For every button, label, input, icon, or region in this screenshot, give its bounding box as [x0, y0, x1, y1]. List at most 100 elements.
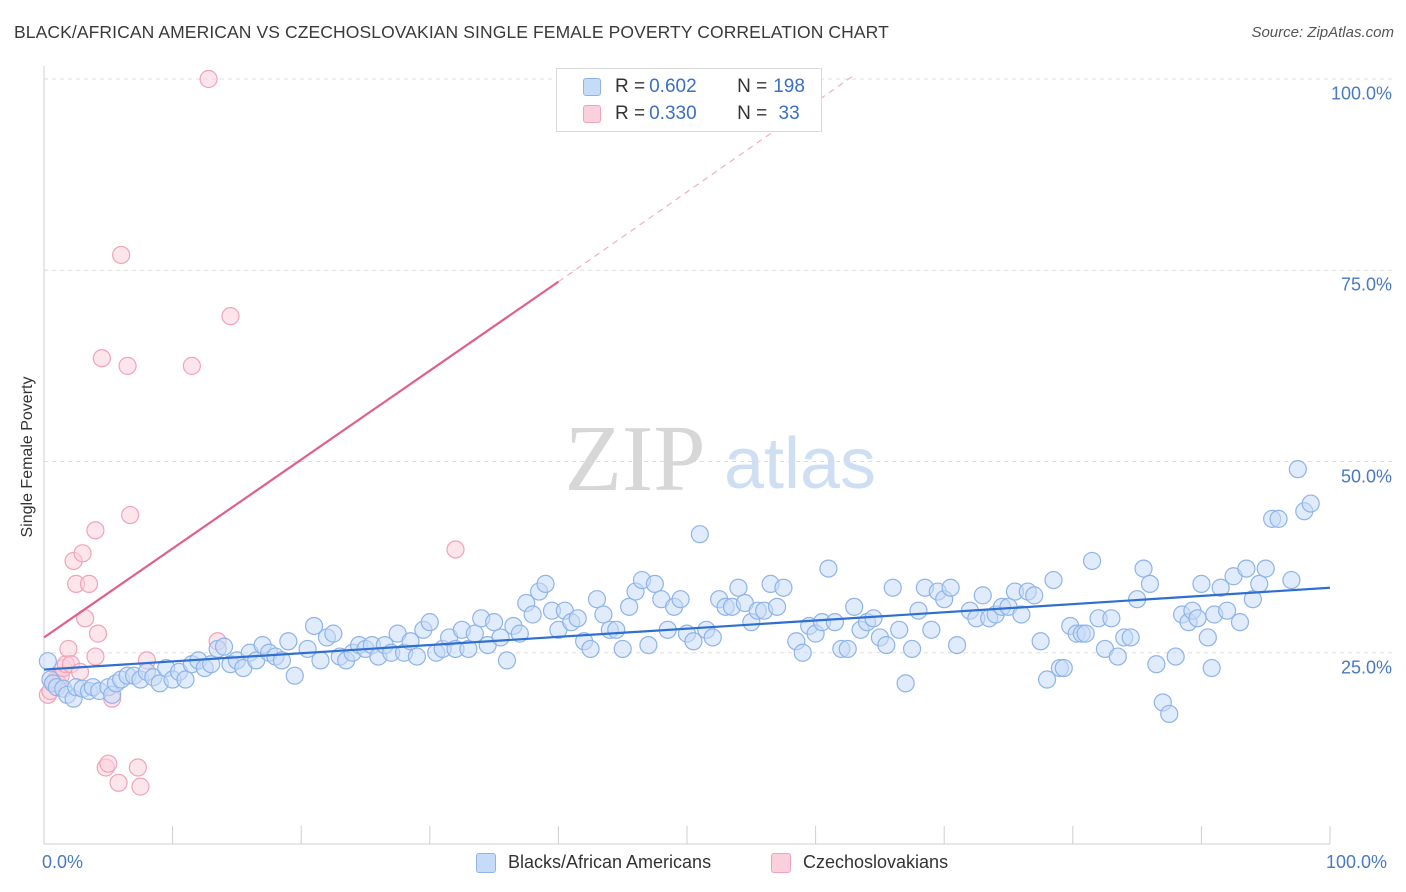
- legend-row-czechoslovakians: R = 0.330 N = 33: [583, 102, 800, 126]
- data-point: [877, 635, 896, 655]
- data-point: [1288, 460, 1307, 479]
- data-point: [1121, 628, 1140, 647]
- data-point: [819, 559, 838, 578]
- series-label-blacks: Blacks/African Americans: [508, 852, 712, 872]
- data-point: [581, 639, 600, 659]
- data-point: [1256, 559, 1275, 578]
- data-point: [176, 670, 195, 689]
- axes: [43, 66, 1331, 845]
- y-tick-label: 75.0%: [1340, 274, 1392, 295]
- data-point: [645, 574, 664, 594]
- series-swatch-czechoslovakians: [771, 852, 791, 873]
- series-label-czechoslovakians: Czechoslovakians: [803, 852, 949, 872]
- data-point: [214, 637, 234, 656]
- data-point: [109, 773, 128, 792]
- watermark: ZIP atlas: [565, 407, 877, 511]
- grid-lines: [44, 78, 1394, 654]
- data-point: [272, 651, 292, 670]
- data-point: [182, 356, 201, 375]
- series-legend-czechoslovakians[interactable]: Czechoslovakians: [771, 852, 948, 873]
- data-point: [86, 647, 105, 666]
- data-point: [1140, 574, 1160, 594]
- data-point: [311, 651, 330, 670]
- data-point: [99, 754, 118, 773]
- data-point: [639, 635, 658, 655]
- data-point: [536, 574, 555, 594]
- data-point: [485, 613, 504, 632]
- data-point: [86, 521, 105, 540]
- data-point: [221, 307, 240, 326]
- data-point: [199, 69, 218, 89]
- data-point: [1147, 655, 1166, 674]
- data-point: [1102, 609, 1121, 628]
- legend-r-label: R =: [615, 76, 646, 97]
- data-point: [121, 505, 140, 525]
- data-point: [459, 639, 478, 659]
- data-point: [947, 635, 967, 655]
- data-point: [864, 609, 883, 628]
- data-point: [941, 578, 960, 597]
- data-point: [1198, 628, 1217, 647]
- data-point: [304, 616, 324, 636]
- x-tick-min: 0.0%: [42, 852, 84, 872]
- y-tick-label: 25.0%: [1340, 657, 1392, 678]
- data-point: [883, 578, 902, 597]
- data-point: [587, 590, 607, 609]
- data-point: [896, 674, 915, 693]
- data-point: [73, 544, 92, 563]
- data-point: [890, 620, 909, 639]
- data-point: [92, 349, 111, 368]
- data-point: [671, 590, 690, 609]
- legend-n-label: N =: [737, 103, 768, 124]
- data-point: [845, 597, 864, 616]
- trend-line-czechoslovakians: [43, 280, 560, 639]
- data-point: [79, 574, 99, 594]
- data-point: [774, 578, 793, 597]
- data-point: [1031, 632, 1050, 651]
- legend-r-value: 0.330: [649, 103, 697, 124]
- data-point: [118, 356, 137, 375]
- blacks-points: [38, 460, 1320, 724]
- data-point: [1243, 590, 1262, 609]
- data-point: [112, 245, 131, 265]
- data-point: [1134, 559, 1153, 578]
- data-point: [523, 605, 542, 624]
- data-point: [407, 647, 427, 666]
- data-point: [690, 525, 709, 544]
- legend-swatch-czechoslovakians: [583, 105, 601, 123]
- legend-n-label: N =: [737, 76, 768, 97]
- legend-row-blacks: R = 0.602 N = 198: [583, 75, 805, 99]
- series-legend-blacks[interactable]: Blacks/African Americans: [476, 852, 711, 873]
- data-point: [1012, 605, 1031, 624]
- data-point: [1044, 570, 1063, 590]
- data-point: [1076, 624, 1095, 643]
- data-point: [1230, 613, 1250, 632]
- data-point: [909, 601, 928, 620]
- data-point: [1037, 670, 1057, 689]
- data-point: [767, 597, 787, 616]
- data-point: [1082, 551, 1102, 571]
- data-point: [285, 666, 304, 685]
- data-point: [279, 632, 298, 651]
- source-credit: Source: ZipAtlas.com: [1251, 24, 1394, 41]
- data-point: [703, 628, 722, 647]
- data-point: [1025, 586, 1044, 605]
- data-point: [38, 652, 57, 671]
- data-point: [620, 597, 639, 616]
- data-point: [1237, 559, 1256, 578]
- data-point: [1282, 570, 1301, 590]
- data-point: [613, 639, 632, 659]
- data-point: [1054, 658, 1073, 678]
- trend-lines: [43, 74, 1331, 671]
- data-point: [793, 643, 812, 662]
- legend-r-value: 0.602: [649, 76, 697, 97]
- data-point: [594, 605, 613, 624]
- data-point: [1301, 494, 1320, 513]
- stats-legend: R = 0.602 N = 198 R = 0.330 N = 33: [556, 68, 822, 132]
- watermark-atlas: atlas: [724, 424, 876, 504]
- series-swatch-blacks: [476, 852, 496, 873]
- series-legend: Blacks/African Americans Czechoslovakian…: [0, 852, 1406, 876]
- data-point: [1188, 609, 1207, 628]
- data-point: [825, 613, 844, 632]
- data-point: [128, 758, 147, 777]
